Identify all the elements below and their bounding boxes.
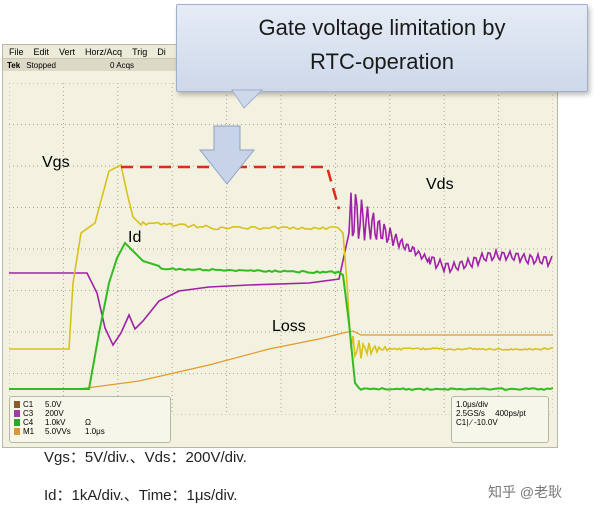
caption-voltage-scale: Vgs：5V/div.、Vds：200V/div. [44,446,247,467]
loss-label: Loss [272,318,306,336]
vgs-label: Vgs [42,154,70,172]
vds-label: Vds [426,176,454,194]
arrow-down-icon [200,126,254,184]
callout-pointer-overlay [0,0,600,513]
watermark: 知乎 @老耿 [488,482,562,502]
caption-current-time-scale: Id：1kA/div.、Time：1μs/div. [44,484,237,505]
callout-pointer [232,90,262,108]
id-label: Id [128,229,141,247]
